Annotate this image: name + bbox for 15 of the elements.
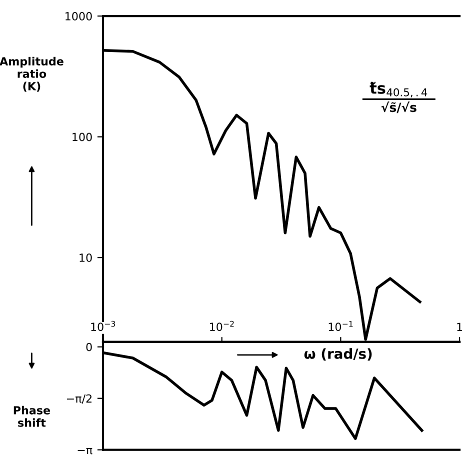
- x-tick-label: 10$^{−2}$: [210, 320, 234, 332]
- x-tick-label: 10$^{−3}$: [91, 320, 116, 332]
- y-tick-label: −π: [78, 448, 92, 454]
- y-tick-label: 1000: [66, 12, 92, 20]
- x-tick-label: 1: [457, 322, 462, 331]
- y-axis-title: Amplitude ratio (K): [0, 56, 64, 92]
- y-tick-label: 100: [72, 132, 92, 142]
- x-axis-title: ω (rad/s): [304, 348, 372, 361]
- annotation: √s̃/√s: [381, 101, 416, 114]
- y-tick-label: 0: [86, 342, 92, 352]
- x-tick-label: 10$^{−1}$: [328, 320, 353, 332]
- y-tick-label: −π/2: [66, 394, 92, 404]
- y-tick-label: 10: [80, 254, 92, 262]
- y-axis-title: Phase shift: [14, 406, 50, 427]
- annotation: t̃s$_{40.5,.4}$: [370, 82, 428, 98]
